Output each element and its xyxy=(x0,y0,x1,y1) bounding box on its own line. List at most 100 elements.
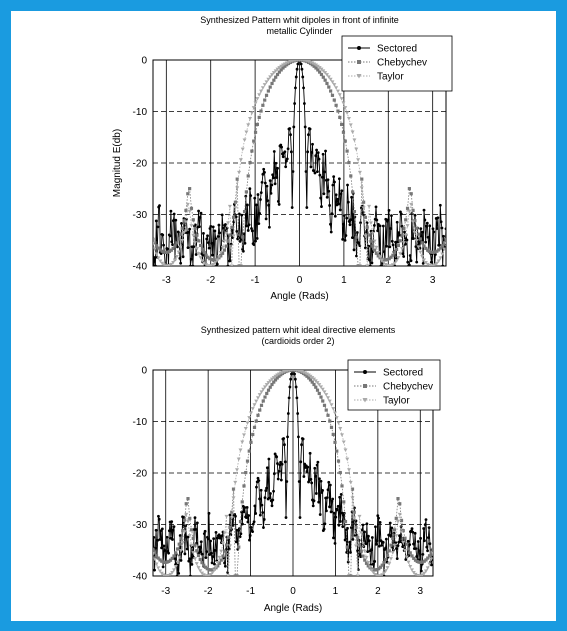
data-point xyxy=(337,202,340,206)
data-point xyxy=(370,231,375,236)
data-point xyxy=(381,224,385,228)
data-point xyxy=(240,147,245,152)
data-point xyxy=(302,475,306,478)
chart-1: Synthesized Pattern whit dipoles in fron… xyxy=(112,15,453,302)
data-point xyxy=(419,569,423,573)
chart-2: Synthesized pattern whit ideal directive… xyxy=(133,325,441,614)
data-point xyxy=(245,506,249,509)
data-point xyxy=(368,258,371,262)
data-point xyxy=(439,220,443,224)
data-point xyxy=(153,547,155,551)
data-point xyxy=(396,519,400,524)
data-point xyxy=(325,81,329,86)
data-point xyxy=(261,103,265,107)
data-point xyxy=(276,200,280,203)
data-point xyxy=(266,199,270,203)
data-point xyxy=(185,202,190,207)
data-point xyxy=(312,169,316,173)
data-point xyxy=(174,218,178,222)
data-point xyxy=(194,527,198,531)
data-point xyxy=(215,258,220,263)
data-point xyxy=(400,247,405,251)
data-point xyxy=(156,556,160,560)
data-point xyxy=(440,244,444,248)
data-point xyxy=(226,264,230,266)
data-point xyxy=(229,264,234,266)
data-point xyxy=(433,263,438,266)
data-point xyxy=(365,522,369,526)
data-point xyxy=(319,196,323,200)
data-point xyxy=(224,229,228,232)
data-point xyxy=(309,477,313,481)
data-point xyxy=(243,241,247,245)
data-point xyxy=(177,571,181,575)
data-point xyxy=(321,399,325,403)
data-point xyxy=(348,540,352,544)
data-point xyxy=(345,111,350,115)
data-point xyxy=(156,256,161,260)
data-point xyxy=(427,562,432,566)
data-point xyxy=(318,173,322,177)
data-point xyxy=(193,241,198,245)
data-point xyxy=(195,521,199,525)
data-point xyxy=(293,102,297,105)
data-point xyxy=(293,372,296,376)
data-point xyxy=(347,574,351,576)
y-tick-label: -20 xyxy=(133,159,148,170)
data-point xyxy=(270,183,274,187)
data-point xyxy=(386,218,390,222)
data-point xyxy=(363,234,368,238)
data-point xyxy=(215,561,220,565)
data-point xyxy=(171,246,175,250)
data-point xyxy=(214,237,218,241)
data-point xyxy=(425,221,429,225)
data-point xyxy=(354,147,359,152)
data-point xyxy=(352,209,357,214)
legend-marker xyxy=(363,370,367,374)
data-point xyxy=(289,377,293,381)
data-point xyxy=(351,236,354,240)
data-point xyxy=(231,234,236,238)
data-point xyxy=(254,203,258,207)
data-point xyxy=(249,525,253,529)
data-point xyxy=(216,564,220,568)
data-point xyxy=(405,542,409,546)
data-point xyxy=(398,502,402,506)
data-point xyxy=(237,545,241,549)
y-tick-label: 0 xyxy=(141,56,147,67)
data-point xyxy=(316,460,320,464)
data-point xyxy=(251,530,254,534)
data-point xyxy=(365,225,369,230)
data-point xyxy=(153,536,156,539)
data-point xyxy=(178,256,182,260)
data-point xyxy=(411,220,416,224)
data-point xyxy=(247,416,252,420)
data-point xyxy=(295,396,299,400)
data-point xyxy=(275,176,279,179)
y-tick-label: -30 xyxy=(133,520,148,531)
data-point xyxy=(374,251,379,255)
data-point xyxy=(273,182,277,186)
data-point xyxy=(268,496,272,500)
data-point xyxy=(279,478,283,482)
data-point xyxy=(313,63,318,68)
data-point xyxy=(403,242,407,246)
data-point xyxy=(431,547,433,551)
data-point xyxy=(401,545,405,549)
data-point xyxy=(367,233,371,237)
data-point xyxy=(359,531,364,535)
data-point xyxy=(320,205,323,208)
data-point xyxy=(332,83,337,87)
data-point xyxy=(428,224,432,228)
data-point xyxy=(235,574,239,576)
data-point xyxy=(160,527,164,531)
data-point xyxy=(423,218,427,222)
data-point xyxy=(217,555,222,560)
data-point xyxy=(314,474,317,478)
data-point xyxy=(380,573,385,576)
data-point xyxy=(253,504,257,508)
data-point xyxy=(248,160,252,165)
data-point xyxy=(249,194,253,197)
data-point xyxy=(404,558,408,561)
data-point xyxy=(333,440,337,444)
